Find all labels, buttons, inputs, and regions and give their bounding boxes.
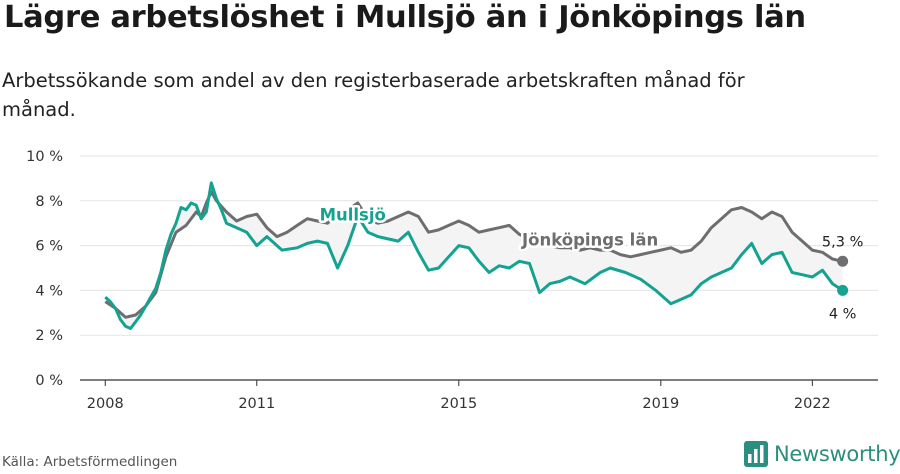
x-tick-label: 2019 [642,396,679,412]
series-lines-layer [104,181,849,330]
grid-layer [80,155,878,386]
series-label-jonkopings-lan: Jönköpings län [521,231,658,250]
endpoint-jonkopings-lan [837,255,849,267]
x-tick-label: 2015 [440,396,477,412]
brand-name: Newsworthy [774,442,900,466]
brand-logo: Newsworthy [744,441,900,467]
y-tick-label: 8 % [35,194,63,210]
series-line-jonkopings-lan [104,190,843,319]
end-label-mullsjo: 4 % [829,306,857,322]
x-tick-label: 2022 [794,396,831,412]
y-tick-label: 10 % [26,149,63,165]
end-label-jonkopings-lan: 5,3 % [822,234,863,250]
series-label-mullsjo: Mullsjö [320,206,386,225]
chart-subtitle: Arbetssökande som andel av den registerb… [2,69,745,121]
y-tick-label: 4 % [35,283,63,299]
newsworthy-logo-icon [744,441,768,467]
source-note: Källa: Arbetsförmedlingen [2,454,178,470]
endpoint-mullsjo [837,284,849,296]
chart-title: Lägre arbetslöshet i Mullsjö än i Jönköp… [4,0,806,35]
y-tick-label: 0 % [35,373,63,389]
x-tick-label: 2008 [87,396,124,412]
labels-layer: 0 % 2 % 4 % 6 % 8 % 10 % 2008 2011 2015 2019 2022 5… [26,149,863,412]
y-tick-label: 2 % [35,328,63,344]
series-line-mullsjo [104,181,844,330]
y-tick-label: 6 % [35,239,63,255]
x-tick-label: 2011 [238,396,275,412]
